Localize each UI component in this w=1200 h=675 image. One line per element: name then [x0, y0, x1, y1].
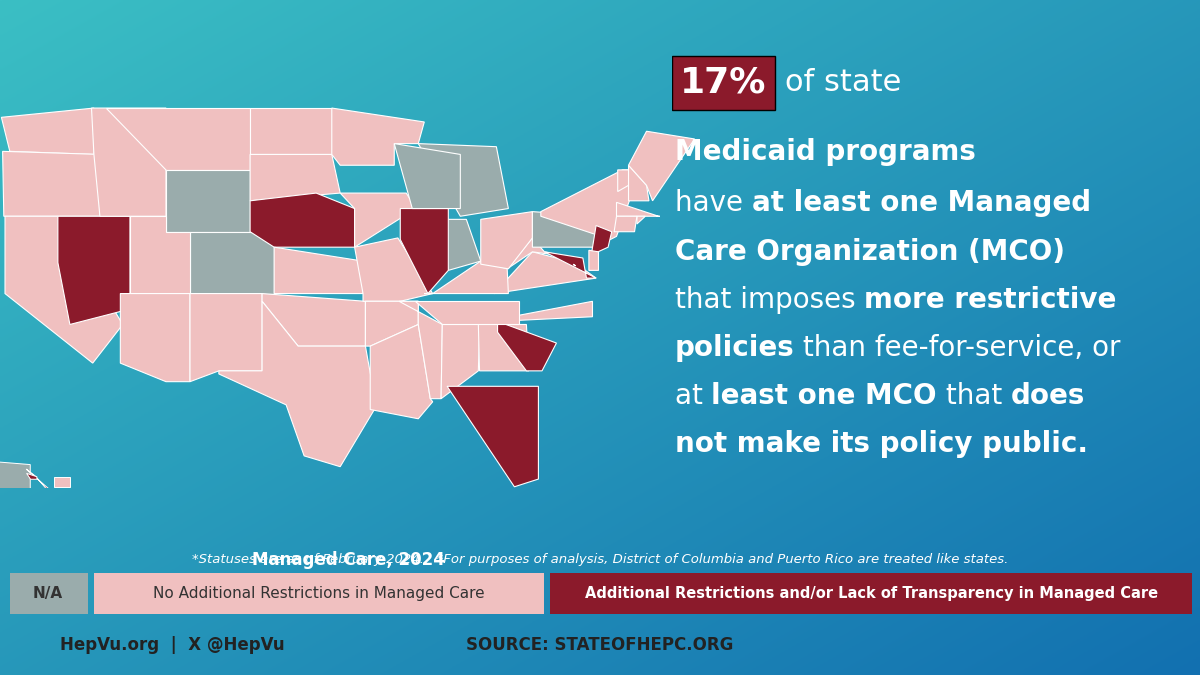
Polygon shape — [533, 212, 602, 247]
Polygon shape — [106, 108, 250, 170]
Polygon shape — [574, 264, 576, 266]
Polygon shape — [262, 294, 366, 346]
Polygon shape — [629, 131, 695, 200]
Text: not make its policy public.: not make its policy public. — [674, 431, 1087, 458]
Polygon shape — [166, 170, 250, 232]
Text: more restrictive: more restrictive — [864, 286, 1116, 314]
Text: HepVu.org  |  X @HepVu: HepVu.org | X @HepVu — [60, 637, 284, 654]
Text: least one MCO: least one MCO — [712, 382, 937, 410]
Polygon shape — [442, 325, 480, 399]
Polygon shape — [190, 232, 274, 294]
Polygon shape — [425, 261, 509, 294]
Text: that imposes: that imposes — [674, 286, 864, 314]
Polygon shape — [54, 477, 70, 487]
Bar — [550, 573, 1192, 614]
Polygon shape — [618, 170, 641, 192]
Polygon shape — [331, 108, 425, 165]
Polygon shape — [400, 301, 443, 399]
FancyBboxPatch shape — [672, 56, 775, 110]
Text: have: have — [674, 190, 751, 217]
Polygon shape — [190, 294, 262, 381]
Polygon shape — [448, 386, 539, 487]
Polygon shape — [479, 325, 529, 371]
Polygon shape — [614, 216, 637, 232]
Polygon shape — [26, 473, 37, 479]
Polygon shape — [508, 238, 566, 269]
Text: that: that — [937, 382, 1012, 410]
Text: No Additional Restrictions in Managed Care: No Additional Restrictions in Managed Ca… — [154, 586, 485, 601]
Text: at: at — [674, 382, 712, 410]
Text: Additional Restrictions and/or Lack of Transparency in Managed Care: Additional Restrictions and/or Lack of T… — [584, 586, 1158, 601]
Polygon shape — [629, 165, 649, 200]
Text: at least one Managed: at least one Managed — [751, 190, 1091, 217]
Text: of state: of state — [786, 68, 901, 97]
Text: Medicaid programs: Medicaid programs — [674, 138, 976, 167]
Polygon shape — [5, 216, 122, 363]
Polygon shape — [130, 216, 190, 294]
Polygon shape — [415, 301, 520, 325]
Text: Care Organization (MCO): Care Organization (MCO) — [674, 238, 1064, 266]
Polygon shape — [355, 238, 433, 301]
Bar — [10, 573, 88, 614]
Polygon shape — [340, 193, 416, 247]
Text: SOURCE: STATEOFHEPC.ORG: SOURCE: STATEOFHEPC.ORG — [467, 637, 733, 654]
Text: *Statuses are as of February 2024.   *For purposes of analysis, District of Colu: *Statuses are as of February 2024. *For … — [192, 553, 1008, 566]
Polygon shape — [589, 250, 599, 271]
Polygon shape — [395, 144, 461, 209]
Polygon shape — [494, 252, 596, 294]
Polygon shape — [541, 170, 641, 240]
Polygon shape — [545, 252, 596, 278]
Polygon shape — [442, 219, 481, 271]
Polygon shape — [592, 225, 612, 255]
Polygon shape — [617, 202, 660, 216]
Text: Managed Care, 2024: Managed Care, 2024 — [252, 551, 444, 569]
Polygon shape — [250, 193, 355, 247]
Polygon shape — [0, 462, 30, 502]
Text: than fee-for-service, or: than fee-for-service, or — [794, 334, 1121, 362]
Polygon shape — [250, 108, 331, 155]
Polygon shape — [481, 212, 533, 269]
Polygon shape — [274, 247, 364, 294]
Polygon shape — [218, 301, 377, 466]
Polygon shape — [498, 321, 557, 371]
Polygon shape — [487, 301, 593, 321]
Polygon shape — [366, 301, 419, 346]
Polygon shape — [419, 144, 509, 216]
Text: N/A: N/A — [32, 586, 64, 601]
Text: 17%: 17% — [680, 66, 767, 100]
Polygon shape — [637, 216, 646, 224]
Polygon shape — [2, 151, 100, 216]
Polygon shape — [120, 294, 190, 381]
Polygon shape — [26, 469, 48, 489]
Text: does: does — [1012, 382, 1086, 410]
Bar — [94, 573, 544, 614]
Text: policies: policies — [674, 334, 794, 362]
Polygon shape — [371, 325, 433, 418]
Polygon shape — [250, 155, 340, 200]
Polygon shape — [1, 108, 94, 155]
Polygon shape — [401, 209, 449, 294]
Polygon shape — [58, 216, 130, 325]
Polygon shape — [91, 108, 166, 216]
